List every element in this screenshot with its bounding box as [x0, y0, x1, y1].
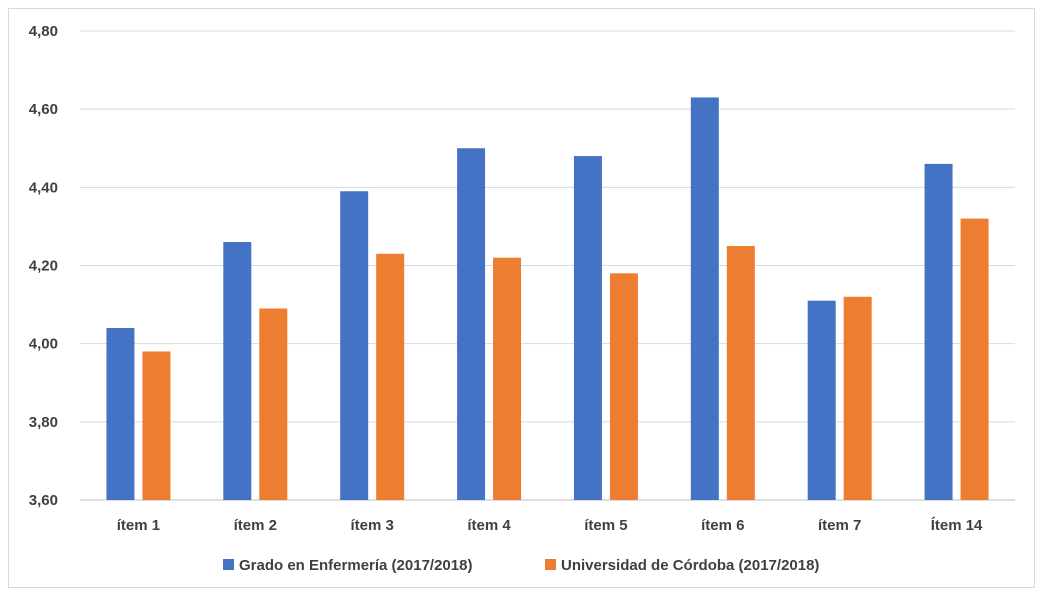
y-tick-label: 4,40 [29, 179, 58, 196]
legend-label: Universidad de Córdoba (2017/2018) [561, 557, 819, 574]
bar-universidad-3 [376, 253, 405, 500]
bar-grado-4 [457, 148, 486, 500]
bar-universidad-4 [493, 257, 522, 500]
bar-grado-2 [223, 242, 252, 501]
bar-grado-5 [573, 156, 602, 501]
x-category-label: ítem 2 [234, 517, 277, 534]
bar-grado-6 [690, 97, 719, 501]
bar-universidad-1 [142, 351, 171, 500]
x-category-label: ítem 4 [467, 517, 511, 534]
legend-swatch [223, 559, 234, 570]
bars [106, 97, 989, 501]
legend: Grado en Enfermería (2017/2018) Universid… [223, 557, 819, 574]
x-axis-category-labels: ítem 1 ítem 2 ítem 3 ítem 4 ítem 5 ítem 6 ítem… [117, 517, 983, 534]
y-tick-label: 3,80 [29, 414, 58, 431]
bar-universidad-8 [960, 218, 989, 500]
bar-grado-7 [807, 300, 836, 500]
bar-grado-3 [340, 191, 369, 500]
y-tick-label: 4,60 [29, 101, 58, 118]
x-category-label: ítem 6 [701, 517, 744, 534]
bar-universidad-5 [609, 273, 638, 500]
gridlines [80, 30, 1015, 501]
x-category-label: Ítem 14 [931, 517, 983, 534]
bar-universidad-7 [843, 296, 872, 500]
x-category-label: ítem 7 [818, 517, 861, 534]
y-tick-label: 4,80 [29, 23, 58, 40]
y-axis-tick-labels: 3,60 3,80 4,00 4,20 4,40 4,60 4,80 [29, 23, 58, 509]
bar-grado-1 [106, 328, 135, 500]
bar-universidad-6 [726, 245, 755, 500]
x-category-label: ítem 1 [117, 517, 160, 534]
y-tick-label: 4,20 [29, 258, 58, 275]
x-category-label: ítem 3 [351, 517, 394, 534]
x-category-label: ítem 5 [584, 517, 627, 534]
bar-universidad-2 [259, 308, 288, 500]
y-tick-label: 3,60 [29, 492, 58, 509]
legend-label: Grado en Enfermería (2017/2018) [239, 557, 472, 574]
legend-swatch [545, 559, 556, 570]
y-tick-label: 4,00 [29, 336, 58, 353]
bar-grado-8 [924, 163, 953, 500]
